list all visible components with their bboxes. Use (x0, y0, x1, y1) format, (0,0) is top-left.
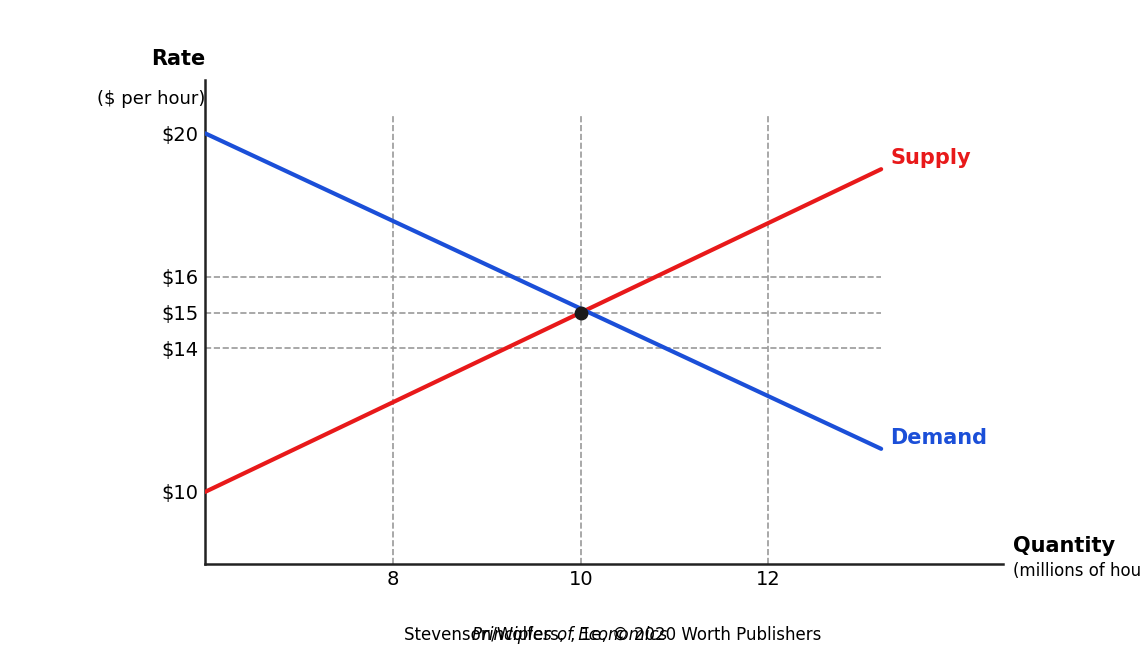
Text: Rate: Rate (150, 49, 205, 69)
Text: (millions of hours): (millions of hours) (1012, 562, 1140, 579)
Text: Stevenson/Wolfers,: Stevenson/Wolfers, (405, 627, 570, 644)
Text: Supply: Supply (890, 149, 971, 168)
Text: Quantity: Quantity (1012, 536, 1115, 556)
Text: ($ per hour): ($ per hour) (97, 90, 205, 108)
Text: , 1e, © 2020 Worth Publishers: , 1e, © 2020 Worth Publishers (570, 627, 822, 644)
Text: Demand: Demand (890, 428, 987, 448)
Text: Principles of Economics: Principles of Economics (472, 627, 668, 644)
